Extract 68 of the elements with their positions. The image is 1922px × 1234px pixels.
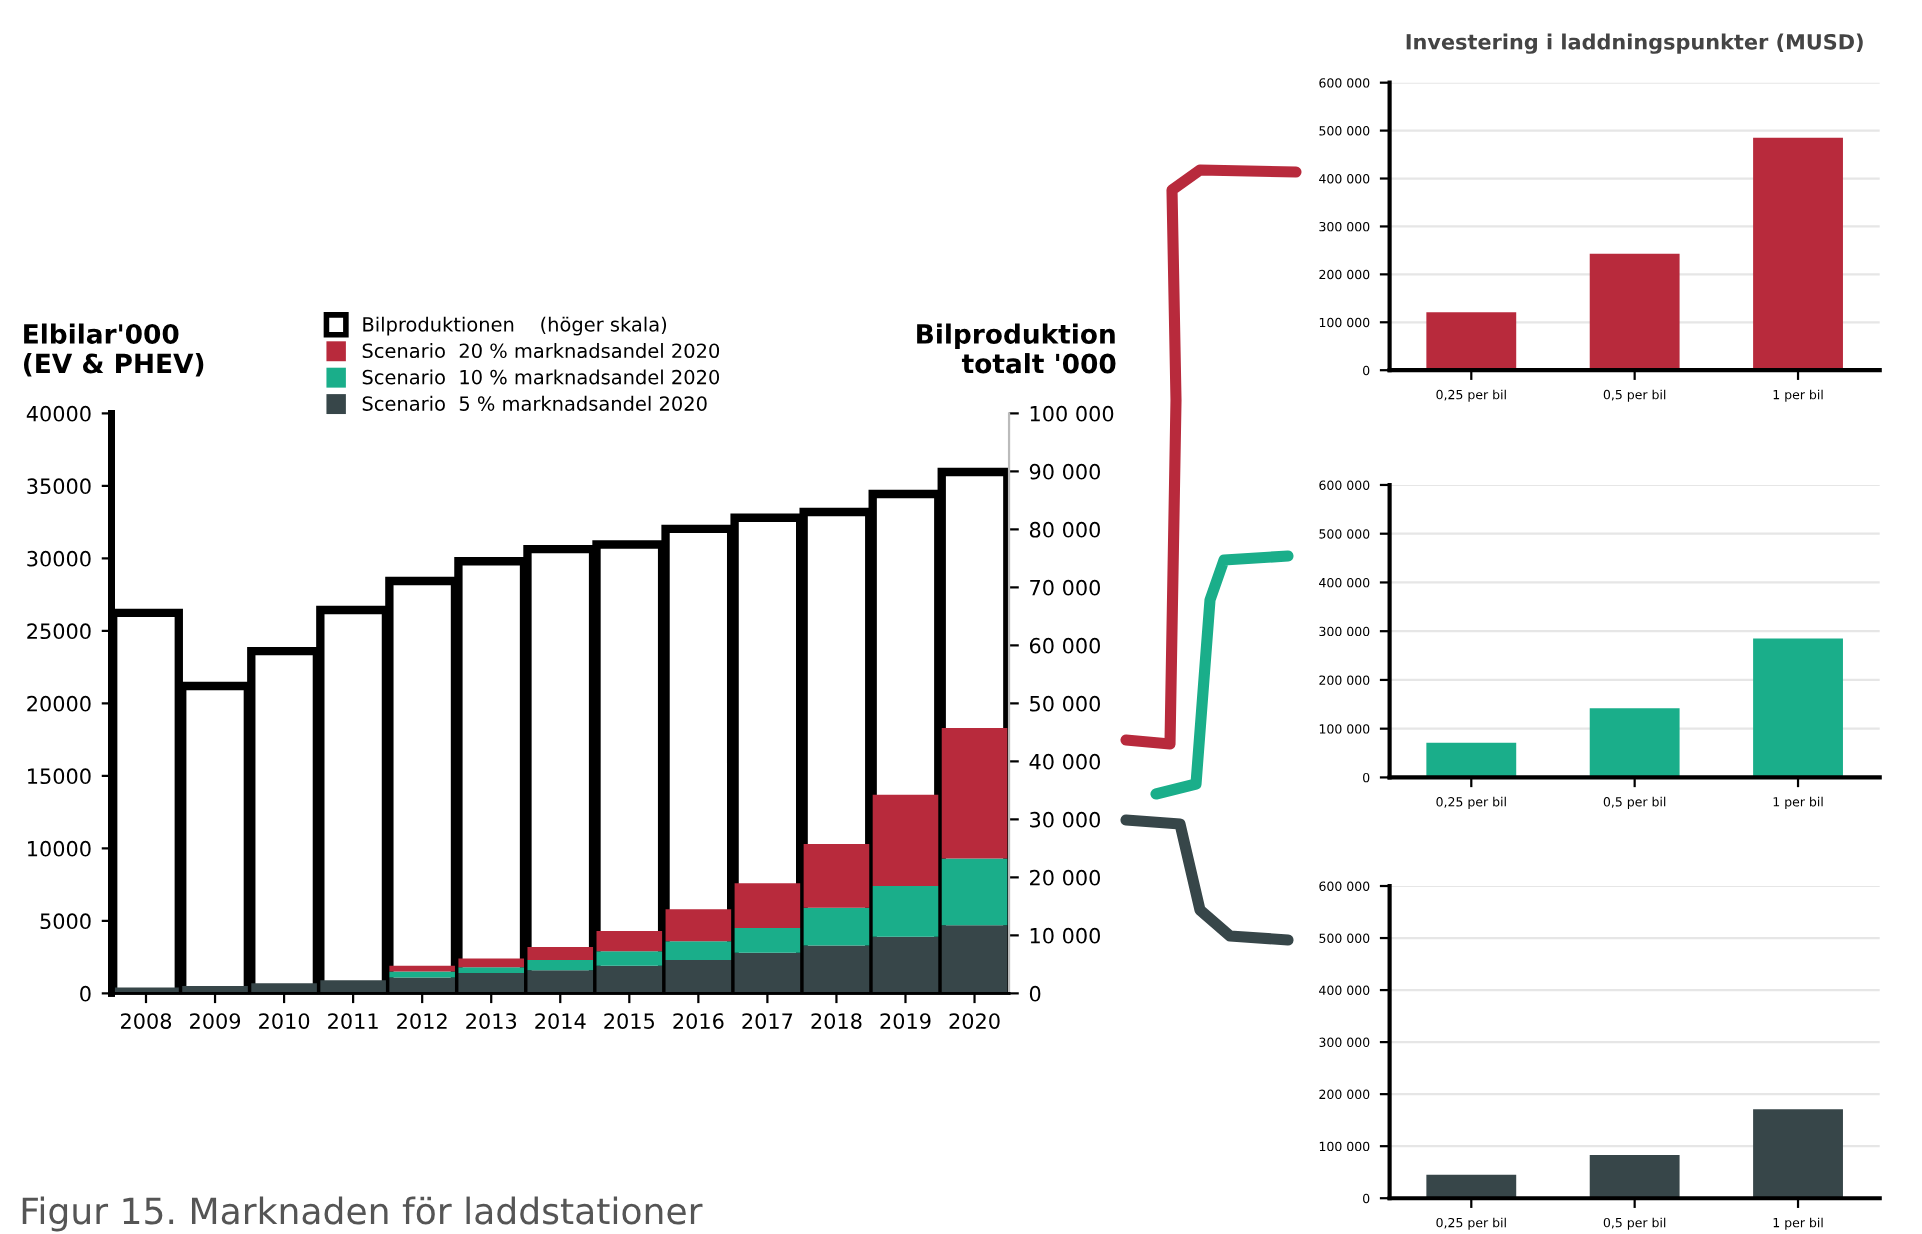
x-tick-label: 2018	[811, 1013, 862, 1029]
y-tick-label: 15000	[28, 768, 91, 785]
y2-axis-title: Bilproduktion totalt '000	[917, 323, 1116, 374]
y2-tick-label: 20 000	[1030, 869, 1101, 886]
bar	[872, 794, 939, 887]
bar	[941, 728, 1008, 859]
bar	[803, 945, 870, 994]
y2-tick-label: 30 000	[1030, 811, 1101, 828]
chart-title: Investering i laddningspunkter (MUSD)	[1406, 33, 1863, 54]
bar	[1426, 312, 1517, 371]
x-tick-label: 2015	[604, 1013, 654, 1029]
x-tick-label: 2016	[673, 1013, 724, 1029]
bar	[734, 952, 801, 994]
bar	[1426, 1174, 1517, 1199]
y-axis-title: Elbilar'000 (EV & PHEV)	[23, 323, 204, 377]
bar	[1753, 638, 1843, 778]
bar	[596, 951, 663, 966]
bar	[734, 928, 801, 953]
x-tick-label: 2011	[328, 1013, 378, 1029]
y-tick-label: 20000	[27, 695, 91, 712]
bar	[596, 965, 663, 994]
x-tick-label: 2019	[880, 1013, 931, 1029]
bar	[1589, 253, 1680, 371]
bar	[734, 883, 801, 929]
bar	[941, 858, 1008, 926]
y2-tick-label: 60 000	[1029, 637, 1101, 654]
y2-tick-label: 10 000	[1030, 927, 1101, 944]
y2-tick-label: 0	[1029, 985, 1041, 1002]
bar	[1753, 1109, 1843, 1199]
legend-label: Scenario 20 % marknadsandel 2020	[362, 343, 720, 359]
bar	[1589, 708, 1680, 778]
bar	[941, 925, 1008, 994]
bar	[803, 907, 870, 946]
y2-tick-label: 90 000	[1029, 463, 1101, 480]
y2-tick-label: 70 000	[1030, 579, 1101, 596]
bar	[665, 941, 732, 961]
bar	[1426, 742, 1517, 778]
bar	[803, 844, 870, 908]
y-tick-label: 25000	[27, 623, 91, 640]
bar	[665, 960, 732, 994]
legend-label: Scenario 10 % marknadsandel 2020	[362, 369, 720, 385]
y2-tick-label: 50 000	[1030, 695, 1101, 712]
y-tick-label: 10000	[28, 840, 91, 857]
bar	[1589, 1155, 1680, 1199]
x-tick-label: 2009	[190, 1013, 241, 1029]
bar	[665, 909, 732, 942]
x-tick-label: 2017	[742, 1013, 793, 1029]
x-tick-label: 2012	[397, 1013, 447, 1029]
y2-tick-label: 100 000	[1030, 405, 1114, 422]
y-tick-label: 35000	[27, 478, 91, 495]
y-tick-label: 0	[80, 985, 91, 1002]
x-tick-label: 2008	[121, 1013, 172, 1029]
y2-tick-label: 40 000	[1029, 753, 1101, 770]
x-tick-label: 2010	[259, 1013, 310, 1029]
bar	[872, 936, 939, 994]
y-tick-label: 5000	[40, 913, 91, 930]
y2-tick-label: 80 000	[1029, 521, 1101, 538]
bar	[872, 886, 939, 937]
y-tick-label: 30000	[27, 550, 91, 567]
legend-label: Bilproduktionen (höger skala)	[363, 316, 667, 336]
x-tick-label: 2020	[949, 1013, 1000, 1029]
legend-label: Scenario 5 % marknadsandel 2020	[362, 395, 707, 411]
y-tick-label: 40000	[26, 405, 91, 422]
x-tick-label: 2013	[466, 1013, 517, 1029]
bar	[596, 931, 663, 952]
x-tick-label: 2014	[535, 1013, 586, 1029]
bar	[1753, 137, 1843, 371]
text: Figur 15. Marknaden för laddstationer	[22, 1196, 703, 1232]
